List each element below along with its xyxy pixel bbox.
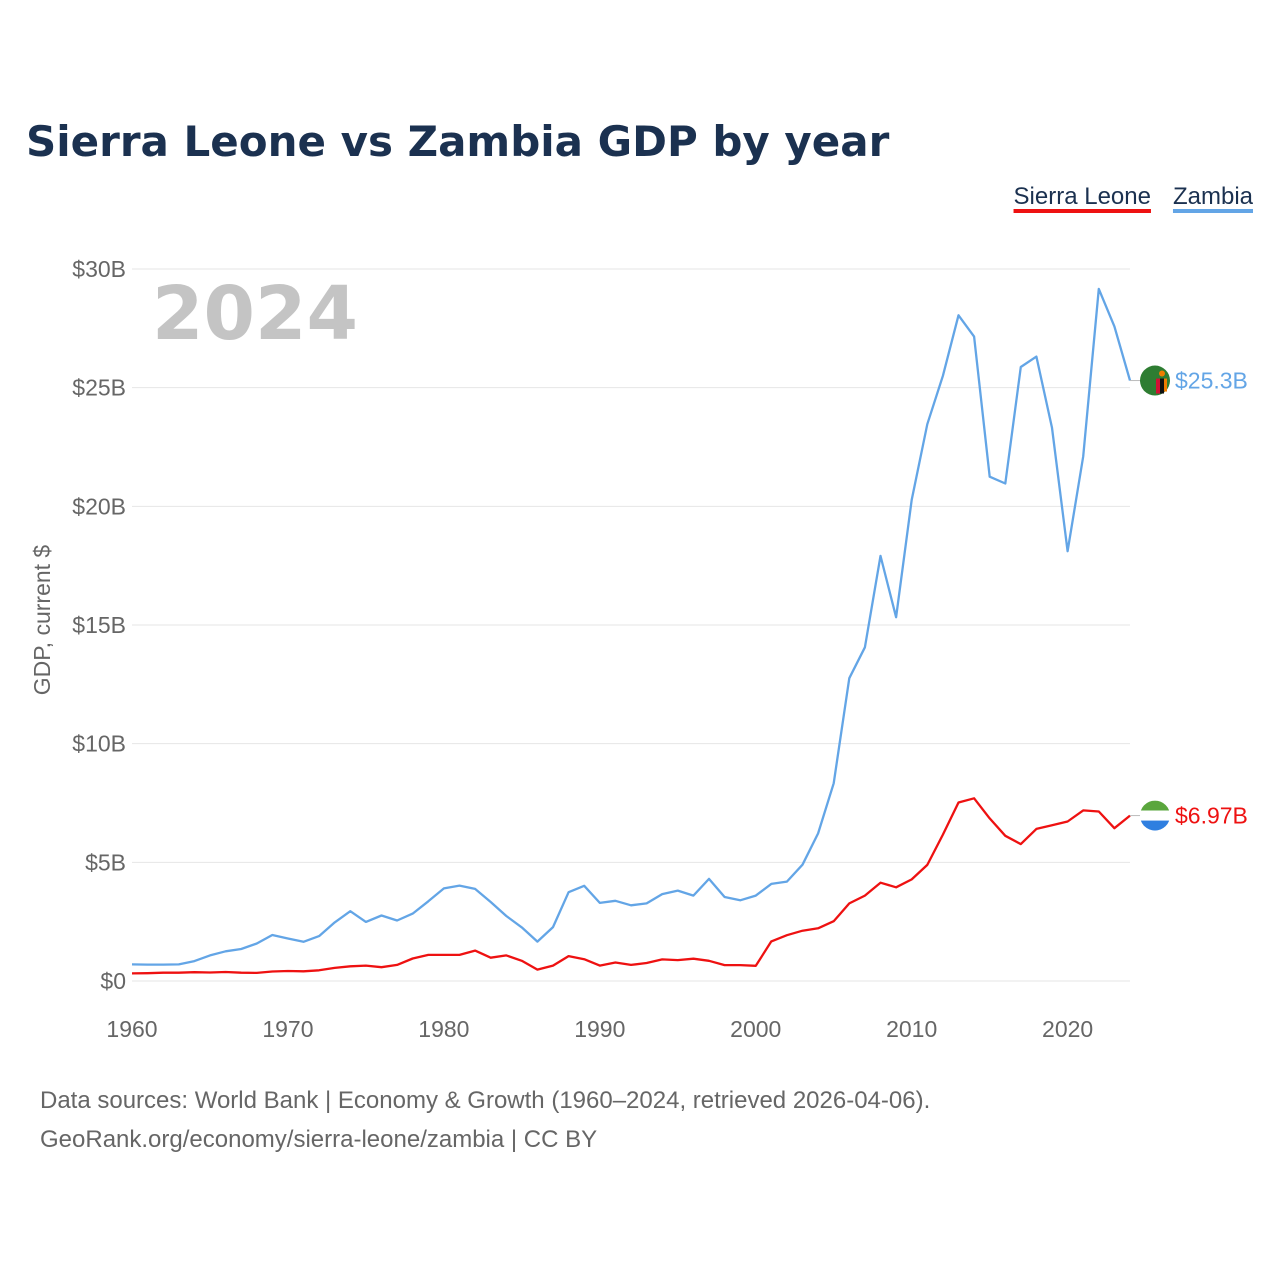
series-line-sierra-leone [131,797,1131,975]
y-tick-label: $25B [72,375,126,401]
y-tick-label: $20B [72,493,126,519]
y-tick-label: $10B [72,731,126,757]
gridlines [132,268,1130,982]
x-tick-label: 1960 [106,1016,157,1042]
y-axis-ticks: $0 $5B $10B $15B $20B $25B $30B [72,256,126,994]
x-tick-label: 2000 [730,1016,781,1042]
chart-title: Sierra Leone vs Zambia GDP by year [26,117,890,166]
y-tick-label: $5B [85,849,126,875]
legend-label-zambia: Zambia [1173,183,1254,210]
sierra-leone-flag-icon [1140,800,1170,831]
y-tick-label: $30B [72,256,126,282]
legend-item-sierra-leone[interactable]: Sierra Leone [1013,183,1151,213]
series-lines [131,287,1132,975]
source-line-2: GeoRank.org/economy/sierra-leone/zambia … [40,1126,597,1153]
series-line-zambia [131,287,1132,966]
zambia-end-label: $25.3B [1175,368,1248,394]
x-tick-label: 1980 [418,1016,469,1042]
source-line-1: Data sources: World Bank | Economy & Gro… [40,1087,930,1114]
legend-item-zambia[interactable]: Zambia [1172,183,1254,213]
y-tick-label: $15B [72,612,126,638]
sierra-leone-end-label: $6.97B [1175,803,1248,829]
x-tick-label: 1970 [262,1016,313,1042]
x-tick-label: 2010 [886,1016,937,1042]
x-tick-label: 2020 [1042,1016,1093,1042]
x-axis-ticks: 1960 1970 1980 1990 2000 2010 2020 [106,1016,1093,1042]
legend-label-sierra-leone: Sierra Leone [1014,183,1151,210]
legend-swatch-sierra-leone [1013,209,1151,213]
x-tick-label: 1990 [574,1016,625,1042]
year-watermark: 2024 [152,271,358,357]
y-tick-label: $0 [100,968,126,994]
y-axis-label: GDP, current $ [29,545,55,696]
end-markers: $6.97B $25.3B [1130,365,1248,831]
legend-swatch-zambia [1172,209,1253,213]
zambia-flag-icon [1140,365,1170,396]
legend: Zambia Sierra Leone [1013,183,1254,213]
